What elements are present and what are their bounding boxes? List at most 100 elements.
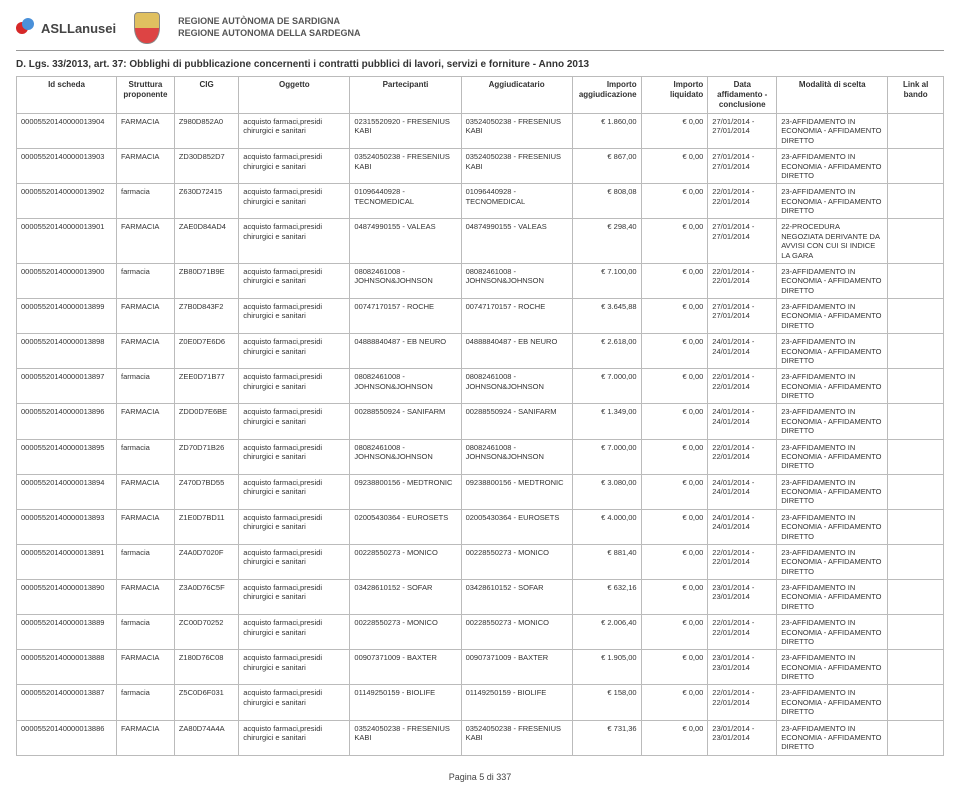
cell-mod: 23-AFFIDAMENTO IN ECONOMIA - AFFIDAMENTO… xyxy=(777,544,888,579)
cell-part: 03524050238 - FRESENIUS KABI xyxy=(350,720,461,755)
asl-logo: ASLLanusei xyxy=(16,18,116,38)
cell-part: 03524050238 - FRESENIUS KABI xyxy=(350,149,461,184)
table-row: 00005520140000013899FARMACIAZ7B0D843F2ac… xyxy=(17,299,944,334)
cell-ogg: acquisto farmaci,presidi chirurgici e sa… xyxy=(239,615,350,650)
cell-imp: € 7.100,00 xyxy=(572,263,641,298)
cell-id: 00005520140000013888 xyxy=(17,650,117,685)
cell-id: 00005520140000013899 xyxy=(17,299,117,334)
cell-link xyxy=(888,509,944,544)
cell-imp: € 1.349,00 xyxy=(572,404,641,439)
table-row: 00005520140000013902farmaciaZ630D72415ac… xyxy=(17,184,944,219)
cell-data: 23/01/2014 - 23/01/2014 xyxy=(708,580,777,615)
cell-liq: € 0,00 xyxy=(641,544,708,579)
cell-data: 27/01/2014 - 27/01/2014 xyxy=(708,299,777,334)
cell-id: 00005520140000013895 xyxy=(17,439,117,474)
cell-ogg: acquisto farmaci,presidi chirurgici e sa… xyxy=(239,720,350,755)
cell-liq: € 0,00 xyxy=(641,219,708,264)
table-row: 00005520140000013886FARMACIAZA80D74A4Aac… xyxy=(17,720,944,755)
col-data: Data affidamento - conclusione xyxy=(708,77,777,114)
cell-mod: 23-AFFIDAMENTO IN ECONOMIA - AFFIDAMENTO… xyxy=(777,615,888,650)
cell-imp: € 1.905,00 xyxy=(572,650,641,685)
cell-agg: 02005430364 - EUROSETS xyxy=(461,509,572,544)
cell-liq: € 0,00 xyxy=(641,720,708,755)
cell-data: 22/01/2014 - 22/01/2014 xyxy=(708,439,777,474)
cell-mod: 23-AFFIDAMENTO IN ECONOMIA - AFFIDAMENTO… xyxy=(777,474,888,509)
cell-cig: Z3A0D76C5F xyxy=(174,580,238,615)
table-body: 00005520140000013904FARMACIAZ980D852A0ac… xyxy=(17,114,944,756)
table-row: 00005520140000013891farmaciaZ4A0D7020Fac… xyxy=(17,544,944,579)
cell-id: 00005520140000013891 xyxy=(17,544,117,579)
region-line1: REGIONE AUTÒNOMA DE SARDIGNA xyxy=(178,16,360,28)
table-row: 00005520140000013901FARMACIAZAE0D84AD4ac… xyxy=(17,219,944,264)
cell-id: 00005520140000013896 xyxy=(17,404,117,439)
cell-agg: 08082461008 - JOHNSON&JOHNSON xyxy=(461,263,572,298)
page-footer: Pagina 5 di 337 xyxy=(16,772,944,782)
cell-agg: 09238800156 - MEDTRONIC xyxy=(461,474,572,509)
cell-agg: 00228550273 - MONICO xyxy=(461,544,572,579)
cell-cig: Z470D7BD55 xyxy=(174,474,238,509)
table-row: 00005520140000013894FARMACIAZ470D7BD55ac… xyxy=(17,474,944,509)
cell-link xyxy=(888,685,944,720)
cell-mod: 23-AFFIDAMENTO IN ECONOMIA - AFFIDAMENTO… xyxy=(777,334,888,369)
cell-agg: 00747170157 - ROCHE xyxy=(461,299,572,334)
cell-ogg: acquisto farmaci,presidi chirurgici e sa… xyxy=(239,114,350,149)
cell-imp: € 158,00 xyxy=(572,685,641,720)
table-header: Id scheda Struttura proponente CIG Ogget… xyxy=(17,77,944,114)
cell-cig: ZD70D71B26 xyxy=(174,439,238,474)
table-row: 00005520140000013903FARMACIAZD30D852D7ac… xyxy=(17,149,944,184)
col-agg: Aggiudicatario xyxy=(461,77,572,114)
cell-str: FARMACIA xyxy=(117,299,175,334)
cell-cig: ZC00D70252 xyxy=(174,615,238,650)
cell-cig: ZAE0D84AD4 xyxy=(174,219,238,264)
cell-str: farmacia xyxy=(117,439,175,474)
page-header: ASLLanusei REGIONE AUTÒNOMA DE SARDIGNA … xyxy=(16,12,944,51)
cell-imp: € 881,40 xyxy=(572,544,641,579)
cell-mod: 23-AFFIDAMENTO IN ECONOMIA - AFFIDAMENTO… xyxy=(777,184,888,219)
cell-liq: € 0,00 xyxy=(641,334,708,369)
cell-cig: Z5C0D6F031 xyxy=(174,685,238,720)
cell-imp: € 2.618,00 xyxy=(572,334,641,369)
cell-imp: € 2.006,40 xyxy=(572,615,641,650)
cell-ogg: acquisto farmaci,presidi chirurgici e sa… xyxy=(239,544,350,579)
cell-id: 00005520140000013890 xyxy=(17,580,117,615)
cell-part: 00907371009 - BAXTER xyxy=(350,650,461,685)
cell-mod: 23-AFFIDAMENTO IN ECONOMIA - AFFIDAMENTO… xyxy=(777,439,888,474)
cell-cig: Z0E0D7E6D6 xyxy=(174,334,238,369)
col-part: Partecipanti xyxy=(350,77,461,114)
cell-cig: Z980D852A0 xyxy=(174,114,238,149)
cell-mod: 23-AFFIDAMENTO IN ECONOMIA - AFFIDAMENTO… xyxy=(777,114,888,149)
cell-data: 27/01/2014 - 27/01/2014 xyxy=(708,149,777,184)
cell-imp: € 632,16 xyxy=(572,580,641,615)
cell-id: 00005520140000013894 xyxy=(17,474,117,509)
cell-mod: 23-AFFIDAMENTO IN ECONOMIA - AFFIDAMENTO… xyxy=(777,580,888,615)
cell-id: 00005520140000013903 xyxy=(17,149,117,184)
cell-liq: € 0,00 xyxy=(641,369,708,404)
cell-mod: 23-AFFIDAMENTO IN ECONOMIA - AFFIDAMENTO… xyxy=(777,149,888,184)
cell-ogg: acquisto farmaci,presidi chirurgici e sa… xyxy=(239,474,350,509)
cell-data: 27/01/2014 - 27/01/2014 xyxy=(708,219,777,264)
cell-agg: 03524050238 - FRESENIUS KABI xyxy=(461,720,572,755)
cell-cig: ZEE0D71B77 xyxy=(174,369,238,404)
cell-imp: € 298,40 xyxy=(572,219,641,264)
cell-part: 04888840487 - EB NEURO xyxy=(350,334,461,369)
cell-link xyxy=(888,299,944,334)
cell-data: 24/01/2014 - 24/01/2014 xyxy=(708,509,777,544)
cell-link xyxy=(888,184,944,219)
col-link: Link al bando xyxy=(888,77,944,114)
col-liq: Importo liquidato xyxy=(641,77,708,114)
cell-part: 08082461008 - JOHNSON&JOHNSON xyxy=(350,263,461,298)
cell-mod: 23-AFFIDAMENTO IN ECONOMIA - AFFIDAMENTO… xyxy=(777,650,888,685)
cell-liq: € 0,00 xyxy=(641,149,708,184)
cell-agg: 01096440928 - TECNOMEDICAL xyxy=(461,184,572,219)
cell-cig: Z1E0D7BD11 xyxy=(174,509,238,544)
cell-mod: 23-AFFIDAMENTO IN ECONOMIA - AFFIDAMENTO… xyxy=(777,263,888,298)
cell-data: 24/01/2014 - 24/01/2014 xyxy=(708,404,777,439)
cell-mod: 23-AFFIDAMENTO IN ECONOMIA - AFFIDAMENTO… xyxy=(777,720,888,755)
cell-id: 00005520140000013900 xyxy=(17,263,117,298)
col-mod: Modalità di scelta xyxy=(777,77,888,114)
cell-link xyxy=(888,474,944,509)
cell-str: FARMACIA xyxy=(117,580,175,615)
page-title: D. Lgs. 33/2013, art. 37: Obblighi di pu… xyxy=(16,59,944,70)
cell-part: 03428610152 - SOFAR xyxy=(350,580,461,615)
cell-link xyxy=(888,544,944,579)
